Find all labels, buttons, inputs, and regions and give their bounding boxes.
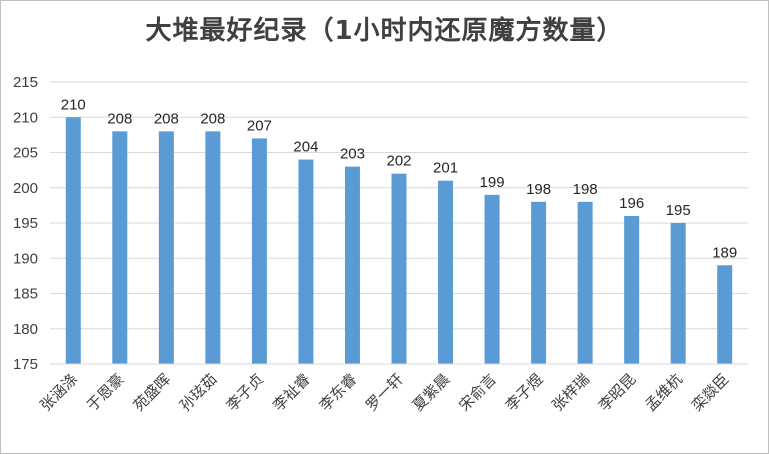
x-tick-label: 张涵涤 <box>37 370 82 415</box>
bars <box>65 117 733 364</box>
x-tick-label: 李昭昆 <box>595 370 640 415</box>
x-tick-label: 李子贞 <box>223 370 268 415</box>
x-tick-label: 罗一轩 <box>362 370 407 415</box>
x-tick-label: 孟维杭 <box>641 370 686 415</box>
data-label: 189 <box>712 244 737 261</box>
bar <box>717 265 733 364</box>
x-tick-label: 李祉睿 <box>269 370 314 415</box>
data-label: 201 <box>433 160 458 177</box>
data-labels: 210 208 208 208 207 204 203 202 201 199 198 198 196 1… <box>61 96 737 261</box>
y-axis: 175 180 185 190 195 200 205 210 215 <box>13 74 38 373</box>
x-axis: 张涵涤 于恩豪 苑盛晖 孙玹茹 李子贞 李祉睿 李东睿 罗一轩 夏紫晨 宋俞言 李子煜 张梓瑞 李昭昆孟… <box>37 363 748 415</box>
bar <box>158 131 174 364</box>
bar <box>624 215 640 364</box>
data-label: 204 <box>293 139 318 156</box>
bar <box>670 223 686 364</box>
x-tick-label: 李子煜 <box>502 370 547 415</box>
y-tick-label: 200 <box>13 180 38 197</box>
bar <box>112 131 128 364</box>
x-tick-label: 孙玹茹 <box>176 370 221 415</box>
y-tick-label: 185 <box>13 286 38 303</box>
bar <box>391 173 407 364</box>
x-tick-label: 于恩豪 <box>83 370 128 415</box>
data-label: 196 <box>619 195 644 212</box>
chart-title: 大堆最好纪录（1小时内还原魔方数量） <box>145 16 624 46</box>
data-label: 208 <box>200 110 225 127</box>
data-label: 210 <box>61 96 86 113</box>
data-label: 208 <box>154 110 179 127</box>
bar <box>531 201 547 364</box>
y-tick-label: 195 <box>13 215 38 232</box>
bar <box>344 166 360 364</box>
y-tick-label: 215 <box>13 74 38 91</box>
bar <box>438 180 454 364</box>
data-label: 202 <box>386 153 411 170</box>
y-tick-label: 175 <box>13 356 38 373</box>
data-label: 203 <box>340 146 365 163</box>
bar <box>484 194 500 364</box>
bar <box>65 117 81 364</box>
x-tick-label: 苑盛晖 <box>130 370 175 415</box>
x-tick-label: 李东睿 <box>316 370 361 415</box>
bar <box>577 201 593 364</box>
data-label: 198 <box>573 181 598 198</box>
bar <box>298 159 314 364</box>
data-label: 208 <box>107 110 132 127</box>
bar <box>205 131 221 364</box>
data-label: 207 <box>247 117 272 134</box>
y-tick-label: 190 <box>13 250 38 267</box>
bar <box>251 138 267 364</box>
x-tick-label: 张梓瑞 <box>548 370 593 415</box>
data-label: 198 <box>526 181 551 198</box>
y-tick-label: 205 <box>13 145 38 162</box>
x-tick-label: 栾燚臣 <box>688 370 733 415</box>
data-label: 195 <box>666 202 691 219</box>
y-tick-label: 210 <box>13 109 38 126</box>
data-label: 199 <box>480 174 505 191</box>
x-tick-label: 宋俞言 <box>455 370 500 415</box>
y-tick-label: 180 <box>13 321 38 338</box>
x-tick-label: 夏紫晨 <box>409 370 454 415</box>
